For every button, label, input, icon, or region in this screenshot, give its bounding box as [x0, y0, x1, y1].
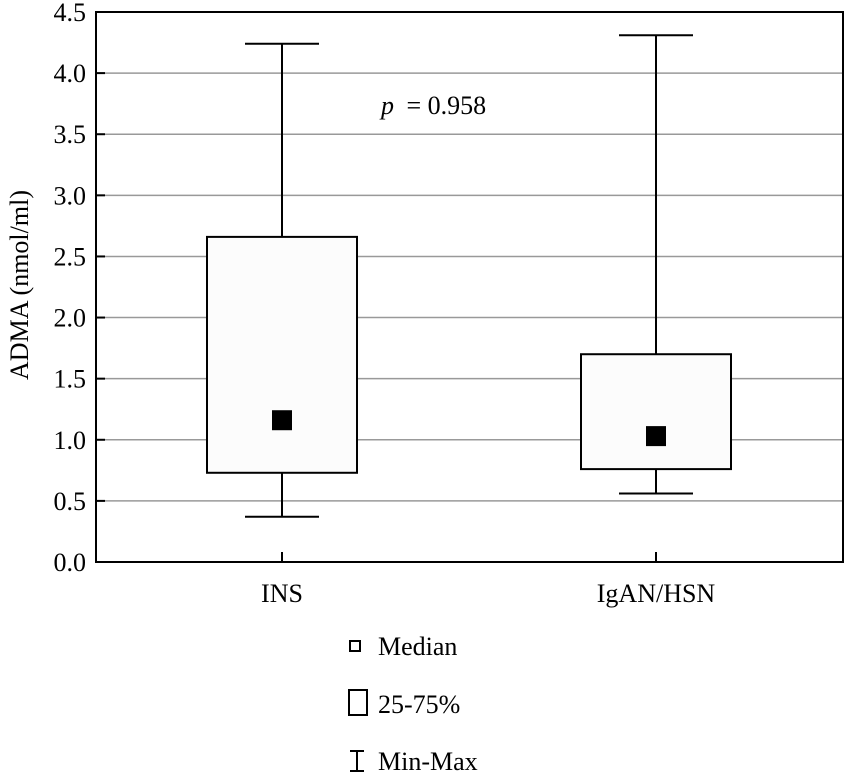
x-tick-label: INS [261, 579, 303, 608]
box-icon [348, 689, 368, 716]
p-value: = 0.958 [407, 91, 487, 120]
legend-label-whisker: Min-Max [378, 747, 478, 773]
y-tick-label: 2.5 [54, 242, 87, 271]
box-group [206, 42, 358, 518]
iqr-box [206, 235, 358, 474]
legend-item-median: Median [349, 632, 457, 661]
y-tick-label: 4.5 [54, 0, 87, 27]
median-marker [646, 426, 666, 447]
legend-label-box: 25-75% [378, 690, 460, 719]
y-tick-label: 0.5 [54, 487, 87, 516]
median-marker [272, 410, 292, 431]
legend-item-whisker: Min-Max [350, 747, 478, 773]
y-tick-label: 1.5 [54, 365, 87, 394]
legend-label-median: Median [378, 632, 457, 661]
legend: Median 25-75% Min-Max [348, 632, 478, 773]
y-tick-label: 1.0 [54, 426, 87, 455]
y-tick-label: 2.0 [54, 304, 87, 333]
box-series [206, 34, 732, 518]
y-tick-label: 0.0 [54, 548, 87, 577]
whisker-icon [350, 750, 364, 772]
y-tick-label: 3.0 [54, 181, 87, 210]
x-tick-label: IgAN/HSN [597, 579, 716, 608]
y-tick-label: 4.0 [54, 59, 87, 88]
x-axis: INS IgAN/HSN [261, 552, 715, 608]
y-axis-title: ADMA (nmol/ml) [5, 190, 34, 380]
legend-item-box: 25-75% [348, 689, 460, 719]
y-tick-label: 3.5 [54, 120, 87, 149]
p-value-annotation: p = 0.958 [379, 91, 486, 120]
iqr-box [580, 353, 732, 471]
box-group [580, 34, 732, 495]
y-axis: 0.0 0.5 1.0 1.5 2.0 2.5 3.0 3.5 4.0 4.5 [54, 0, 105, 577]
median-square-icon [349, 640, 361, 652]
plot-frame [95, 11, 844, 563]
p-symbol: p [379, 91, 394, 120]
